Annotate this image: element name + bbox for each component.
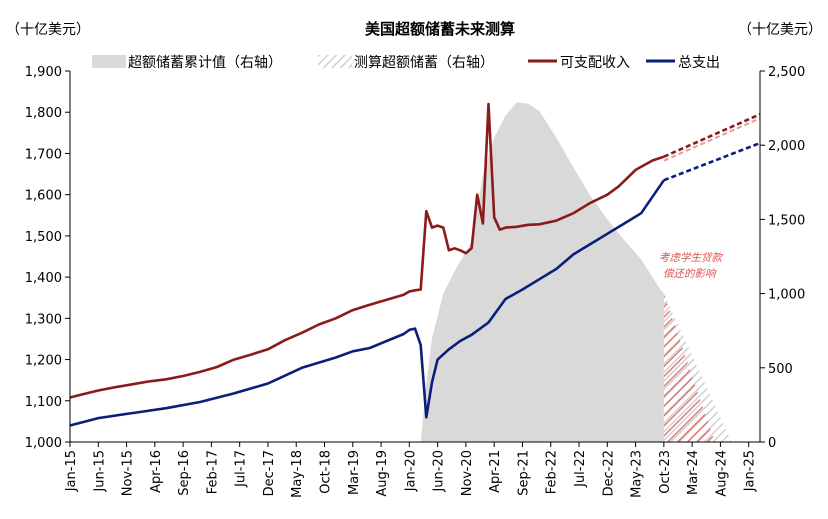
right-unit-label: （十亿美元） (738, 22, 822, 38)
x-tick-label: Apr-16 (149, 450, 164, 493)
annotation-student-loans: 考虑学生贷款 偿还的影响 (659, 252, 723, 280)
x-tick-label: Dec-17 (262, 450, 277, 496)
left-tick-label: 1,200 (25, 354, 62, 369)
chart-title: 美国超额储蓄未来测算 (365, 20, 515, 38)
left-tick-label: 1,700 (25, 147, 62, 162)
x-tick-label: Jan-25 (743, 450, 758, 492)
projection-series-alt-0 (663, 117, 761, 162)
x-tick-label: Dec-22 (601, 450, 616, 496)
x-tick-label: Jan-15 (64, 450, 79, 492)
projection-series-1 (663, 141, 761, 182)
line-series-0 (69, 102, 665, 399)
x-tick-label: Jan-20 (403, 450, 418, 492)
legend-label-projected-savings: 测算超额储蓄（右轴） (354, 55, 494, 71)
legend-swatch-projected-savings (318, 55, 352, 68)
x-tick-label: Jun-15 (92, 450, 107, 493)
x-tick-label: Oct-23 (658, 450, 673, 494)
right-tick-label: 500 (768, 362, 793, 377)
area-series-2 (420, 102, 664, 442)
x-tick-label: Mar-24 (686, 450, 701, 495)
right-tick-label: 2,000 (768, 139, 805, 154)
x-tick-label: Nov-15 (121, 450, 136, 496)
x-tick-label: Aug-24 (714, 450, 729, 497)
right-tick-label: 1,500 (768, 213, 805, 228)
line-layer (69, 102, 761, 427)
projection-series-0 (663, 113, 761, 158)
x-tick-label: Jul-17 (234, 450, 249, 488)
x-tick-label: Jun-20 (432, 450, 447, 493)
axes-layer: 1,000 1,100 1,200 1,300 1,400 1,500 1,600 1,700… (25, 65, 805, 498)
x-tick-label: Jul-22 (573, 450, 588, 488)
area-layer (420, 102, 732, 442)
left-tick-label: 1,100 (25, 395, 62, 410)
legend-label-total-spending: 总支出 (678, 55, 720, 71)
legend: 超额储蓄累计值（右轴） 测算超额储蓄（右轴） 可支配收入 总支出 (92, 55, 720, 71)
area-series-4 (663, 293, 715, 442)
left-tick-label: 1,000 (25, 436, 62, 451)
x-tick-label: Oct-18 (319, 450, 334, 494)
annotation-line-1: 考虑学生贷款 (659, 252, 723, 264)
left-tick-label: 1,500 (25, 230, 62, 245)
left-tick-label: 1,300 (25, 312, 62, 327)
annotation-line-2: 偿还的影响 (663, 268, 717, 280)
line-series-1 (69, 179, 665, 427)
left-tick-label: 1,800 (25, 106, 62, 121)
x-tick-label: Apr-21 (488, 450, 503, 493)
x-tick-label: Feb-17 (205, 450, 220, 494)
left-tick-label: 1,400 (25, 271, 62, 286)
legend-swatch-excess-savings (92, 55, 126, 68)
x-tick-label: Feb-22 (545, 450, 560, 494)
legend-label-disposable-income: 可支配收入 (560, 55, 630, 71)
right-tick-label: 2,500 (768, 65, 805, 80)
x-tick-label: Mar-19 (347, 450, 362, 495)
legend-label-excess-savings: 超额储蓄累计值（右轴） (128, 55, 282, 71)
x-tick-label: Sep-21 (516, 450, 531, 496)
x-tick-label: Aug-19 (375, 450, 390, 497)
right-tick-label: 0 (768, 436, 776, 451)
left-tick-label: 1,900 (25, 65, 62, 80)
x-tick-label: May-23 (630, 450, 645, 498)
right-tick-label: 1,000 (768, 288, 805, 303)
x-tick-label: Sep-16 (177, 450, 192, 496)
left-tick-label: 1,600 (25, 189, 62, 204)
left-unit-label: （十亿美元） (6, 22, 90, 38)
x-tick-label: May-18 (290, 450, 305, 498)
x-tick-label: Nov-20 (460, 450, 475, 496)
